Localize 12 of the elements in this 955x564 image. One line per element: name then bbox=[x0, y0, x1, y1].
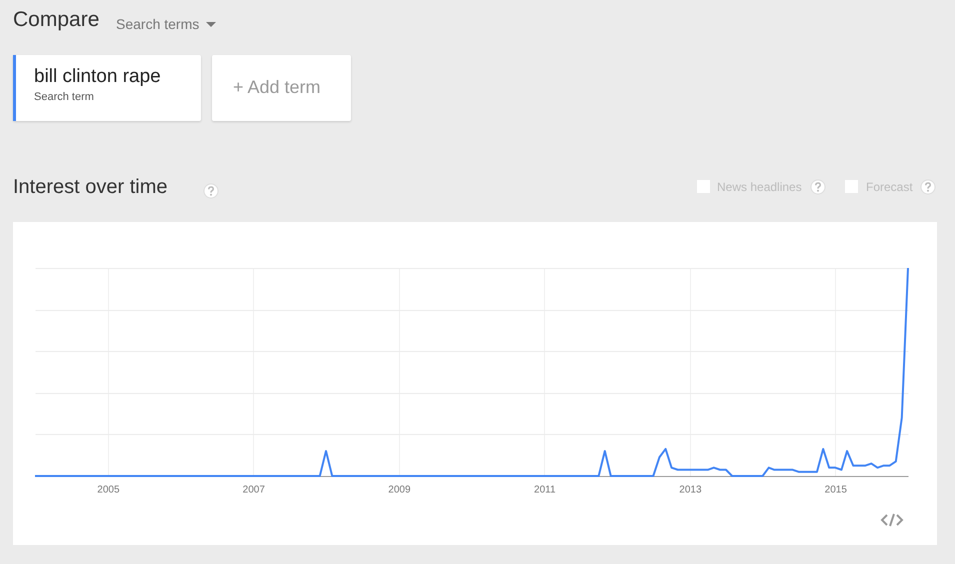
x-tick-label: 2011 bbox=[534, 484, 556, 496]
text: + Add term bbox=[233, 77, 321, 98]
x-tick-label: 2013 bbox=[679, 484, 702, 496]
x-tick-label: 2015 bbox=[824, 484, 848, 496]
text: Search terms bbox=[116, 16, 200, 32]
x-tick-label: 2005 bbox=[97, 484, 120, 496]
chart-title: Interest over time bbox=[13, 176, 168, 199]
text: Search term bbox=[34, 91, 94, 103]
text: bill clinton rape bbox=[34, 66, 161, 88]
text: Compare bbox=[13, 8, 100, 32]
x-tick-label: 2009 bbox=[388, 484, 411, 496]
x-tick-label: 2007 bbox=[242, 484, 266, 496]
